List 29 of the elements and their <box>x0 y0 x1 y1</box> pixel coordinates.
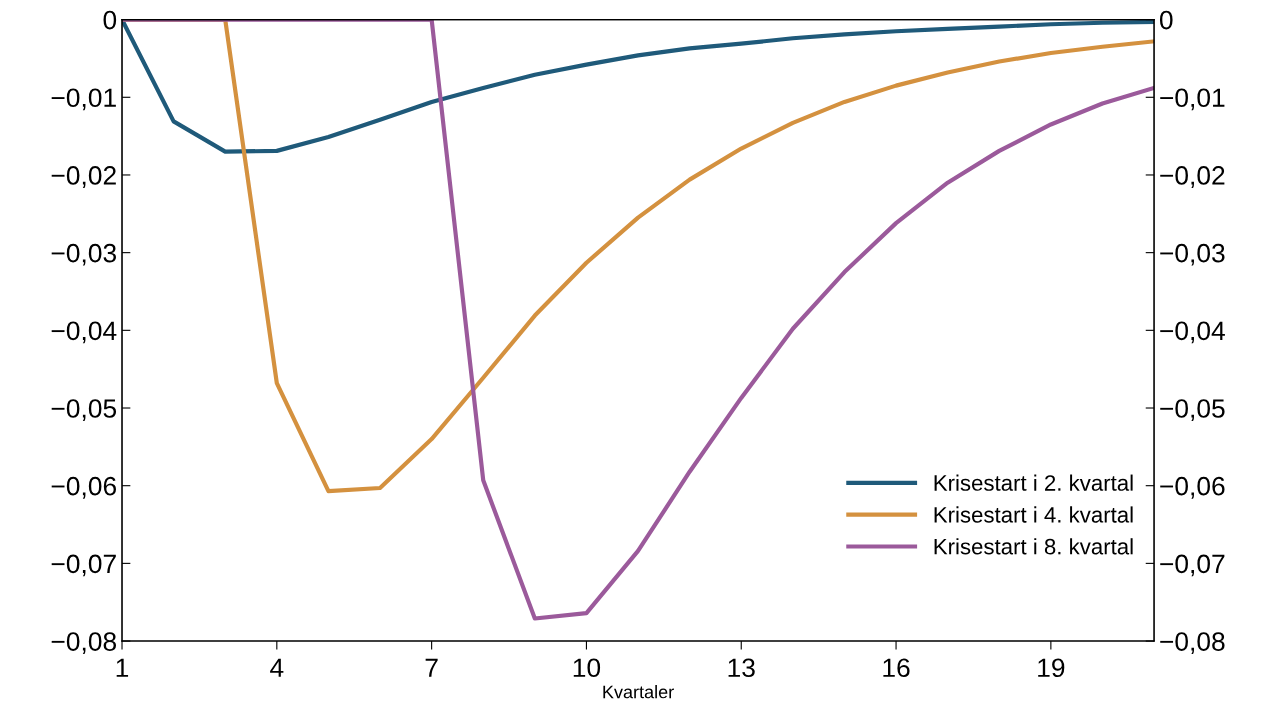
x-tick-label: 16 <box>883 658 910 678</box>
y-tick-label: −0,06 <box>51 476 116 499</box>
y-tick-label: −0,08 <box>51 632 117 654</box>
y-tick-label: 0 <box>103 10 117 30</box>
y-tick-label: −0,07 <box>51 554 116 577</box>
y2-tick-label: −0,01 <box>1160 88 1225 111</box>
x-tick-label: 1 <box>116 658 129 677</box>
y2-tick-label: −0,07 <box>1160 554 1225 577</box>
y-tick-label: −0,03 <box>51 243 116 266</box>
y2-tick-label: −0,08 <box>1160 632 1225 654</box>
x-axis-title: Kvartaler <box>603 685 674 699</box>
y2-tick-label: −0,06 <box>1160 476 1225 499</box>
y2-tick-label: −0,05 <box>1160 399 1225 421</box>
legend-label: Krisestart i 8. kvartal <box>934 538 1133 555</box>
x-tick-label: 10 <box>573 658 601 678</box>
y2-tick-label: −0,02 <box>1160 166 1225 188</box>
x-tick-label: 7 <box>425 658 438 677</box>
x-tick-label: 13 <box>728 658 755 678</box>
legend-label: Krisestart i 4. kvartal <box>934 506 1133 523</box>
x-tick-label: 4 <box>270 658 284 677</box>
x-tick-label: 19 <box>1038 658 1065 678</box>
y-tick-label: −0,01 <box>51 88 116 111</box>
legend-label: Krisestart i 2. kvartal <box>934 474 1133 491</box>
y2-tick-label: 0 <box>1159 10 1173 30</box>
y-tick-label: −0,02 <box>51 166 116 188</box>
y2-tick-label: −0,03 <box>1160 243 1225 266</box>
y-tick-label: −0,04 <box>51 321 117 344</box>
y2-tick-label: −0,04 <box>1160 321 1225 344</box>
y-tick-label: −0,05 <box>51 399 117 421</box>
